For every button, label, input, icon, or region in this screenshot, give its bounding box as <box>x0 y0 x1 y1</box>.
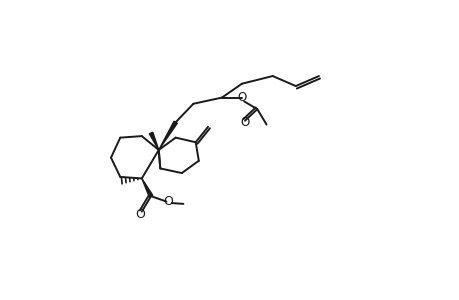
Polygon shape <box>149 132 158 150</box>
Text: O: O <box>237 91 246 104</box>
Polygon shape <box>158 121 177 150</box>
Text: O: O <box>240 116 249 129</box>
Text: O: O <box>162 195 173 208</box>
Polygon shape <box>141 178 152 197</box>
Text: O: O <box>135 208 145 221</box>
